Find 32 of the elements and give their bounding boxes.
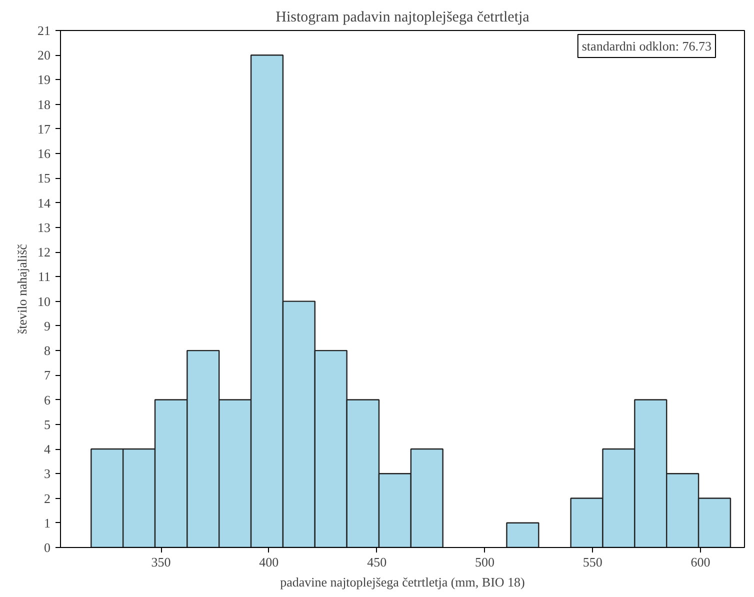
y-tick-label: 1 [44, 515, 50, 530]
y-tick-label: 2 [44, 490, 50, 506]
y-tick-label: 12 [38, 244, 50, 260]
y-tick-label: 0 [44, 540, 50, 555]
y-tick-label: 3 [44, 466, 50, 482]
y-axis-title: število nahajališč [14, 244, 30, 334]
y-tick-label: 5 [44, 416, 50, 432]
y-tick-label: 9 [44, 318, 50, 334]
x-axis-title: padavine najtoplejšega četrtletja (mm, BIO 18) [280, 574, 525, 590]
y-tick-label: 11 [38, 269, 51, 284]
annotation: standardni odklon: 76.73 [582, 38, 712, 54]
y-tick-label: 18 [38, 96, 50, 112]
x-tick-label: 400 [259, 554, 279, 570]
chart-title: Histogram padavin najtoplejšega četrtletja [276, 10, 530, 26]
x-tick-label: 550 [582, 554, 602, 570]
y-tick-label: 7 [44, 368, 51, 383]
y-tick-label: 14 [38, 195, 51, 210]
y-tick-label: 6 [44, 392, 51, 408]
y-tick-label: 13 [38, 220, 50, 235]
x-tick-label: 350 [151, 554, 171, 570]
y-tick-label: 10 [38, 294, 50, 309]
y-tick-label: 8 [44, 343, 50, 358]
x-tick-label: 600 [690, 554, 710, 570]
y-tick-label: 19 [38, 72, 50, 88]
y-tick-label: 16 [38, 146, 51, 162]
x-tick-label: 450 [367, 554, 387, 570]
y-tick-label: 21 [38, 23, 50, 38]
y-tick-label: 15 [38, 170, 50, 186]
y-tick-label: 20 [38, 48, 50, 63]
x-tick-label: 500 [474, 554, 494, 570]
y-tick-label: 4 [44, 442, 51, 457]
y-tick-label: 17 [38, 121, 51, 136]
